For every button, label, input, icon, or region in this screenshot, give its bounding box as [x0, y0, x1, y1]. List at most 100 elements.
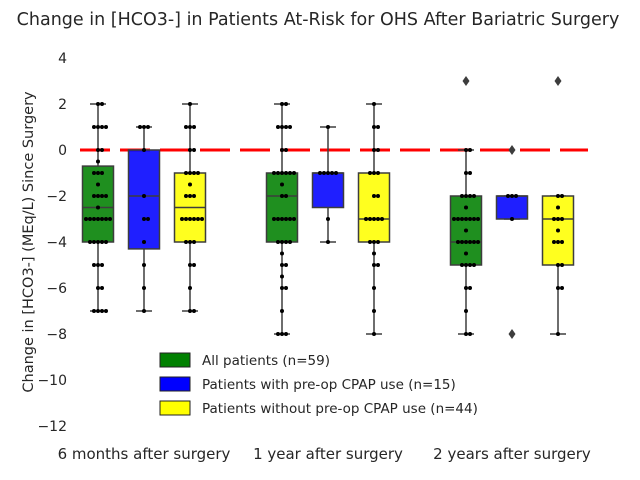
data-point: [142, 217, 146, 221]
data-point: [96, 240, 100, 244]
data-point: [280, 274, 284, 279]
box-group: [265, 102, 299, 336]
outlier-point: [508, 145, 516, 155]
data-point: [284, 332, 288, 336]
data-point: [276, 240, 280, 244]
data-point: [372, 286, 376, 290]
data-point: [560, 286, 564, 290]
y-tick-label: −2: [46, 189, 67, 205]
data-point: [560, 217, 564, 221]
data-point: [200, 217, 204, 221]
data-point: [100, 102, 104, 106]
data-point: [556, 194, 560, 198]
y-axis-label: Change in [HCO3-] (MEq/L) Since Surgery: [21, 91, 37, 393]
data-point: [100, 125, 104, 129]
data-point: [556, 217, 560, 221]
data-point: [376, 194, 380, 198]
data-point: [92, 240, 96, 244]
data-point: [556, 205, 560, 210]
data-point: [96, 148, 100, 152]
data-point: [100, 171, 104, 175]
data-point: [476, 217, 480, 221]
data-point: [142, 263, 146, 267]
data-point: [560, 263, 564, 267]
data-point: [92, 263, 96, 267]
y-tick-label: 2: [58, 97, 67, 113]
x-category-label: 6 months after surgery: [58, 445, 231, 463]
y-tick-label: −8: [46, 327, 67, 343]
data-point: [280, 102, 284, 106]
data-point: [88, 240, 92, 244]
data-point: [108, 217, 112, 221]
data-point: [92, 125, 96, 129]
data-point: [284, 194, 288, 198]
data-point: [96, 286, 100, 290]
data-point: [188, 171, 192, 175]
data-point: [472, 217, 476, 221]
data-point: [468, 194, 472, 198]
data-point: [292, 217, 296, 221]
data-point: [452, 217, 456, 221]
data-point: [372, 263, 376, 267]
data-point: [188, 263, 192, 267]
legend-label: Patients with pre-op CPAP use (n=15): [202, 377, 456, 393]
data-point: [142, 309, 146, 313]
data-point: [372, 171, 376, 175]
data-point: [92, 194, 96, 198]
data-point: [380, 217, 384, 221]
data-point: [468, 240, 472, 244]
data-point: [276, 125, 280, 129]
data-point: [92, 217, 96, 221]
data-point: [368, 217, 372, 221]
data-point: [100, 148, 104, 152]
data-point: [556, 228, 560, 233]
data-point: [276, 171, 280, 175]
data-point: [460, 240, 464, 244]
data-point: [276, 217, 280, 221]
data-point: [280, 148, 284, 152]
chart-title: Change in [HCO3-] in Patients At-Risk fo…: [17, 10, 620, 30]
data-point: [188, 240, 192, 244]
data-point: [468, 171, 472, 175]
data-point: [456, 217, 460, 221]
box-group: [449, 76, 483, 336]
data-point: [376, 263, 380, 267]
data-point: [104, 309, 108, 313]
data-point: [280, 240, 284, 244]
data-point: [476, 240, 480, 244]
data-point: [196, 217, 200, 221]
data-point: [372, 125, 376, 129]
box-group: [541, 76, 575, 336]
data-point: [88, 217, 92, 221]
data-point: [184, 217, 188, 221]
data-point: [464, 286, 468, 290]
box-group: [357, 102, 391, 336]
data-point: [468, 286, 472, 290]
data-point: [456, 240, 460, 244]
x-category-label: 1 year after surgery: [253, 445, 403, 463]
data-point: [142, 240, 146, 244]
data-point: [468, 148, 472, 152]
data-point: [288, 125, 292, 129]
data-point: [292, 171, 296, 175]
data-point: [464, 263, 468, 267]
outlier-point: [462, 76, 470, 86]
data-point: [280, 286, 284, 290]
data-point: [556, 263, 560, 267]
box-plot-series: [81, 76, 575, 339]
data-point: [188, 148, 192, 152]
box: [127, 149, 161, 250]
box-group: [173, 102, 207, 313]
data-point: [464, 251, 468, 256]
data-point: [192, 194, 196, 198]
data-point: [460, 194, 464, 198]
data-point: [100, 286, 104, 290]
data-point: [92, 309, 96, 313]
data-point: [188, 182, 192, 187]
data-point: [330, 171, 334, 175]
data-point: [464, 194, 468, 198]
outlier-point: [508, 329, 516, 339]
data-point: [104, 194, 108, 198]
box-group: [127, 125, 161, 313]
